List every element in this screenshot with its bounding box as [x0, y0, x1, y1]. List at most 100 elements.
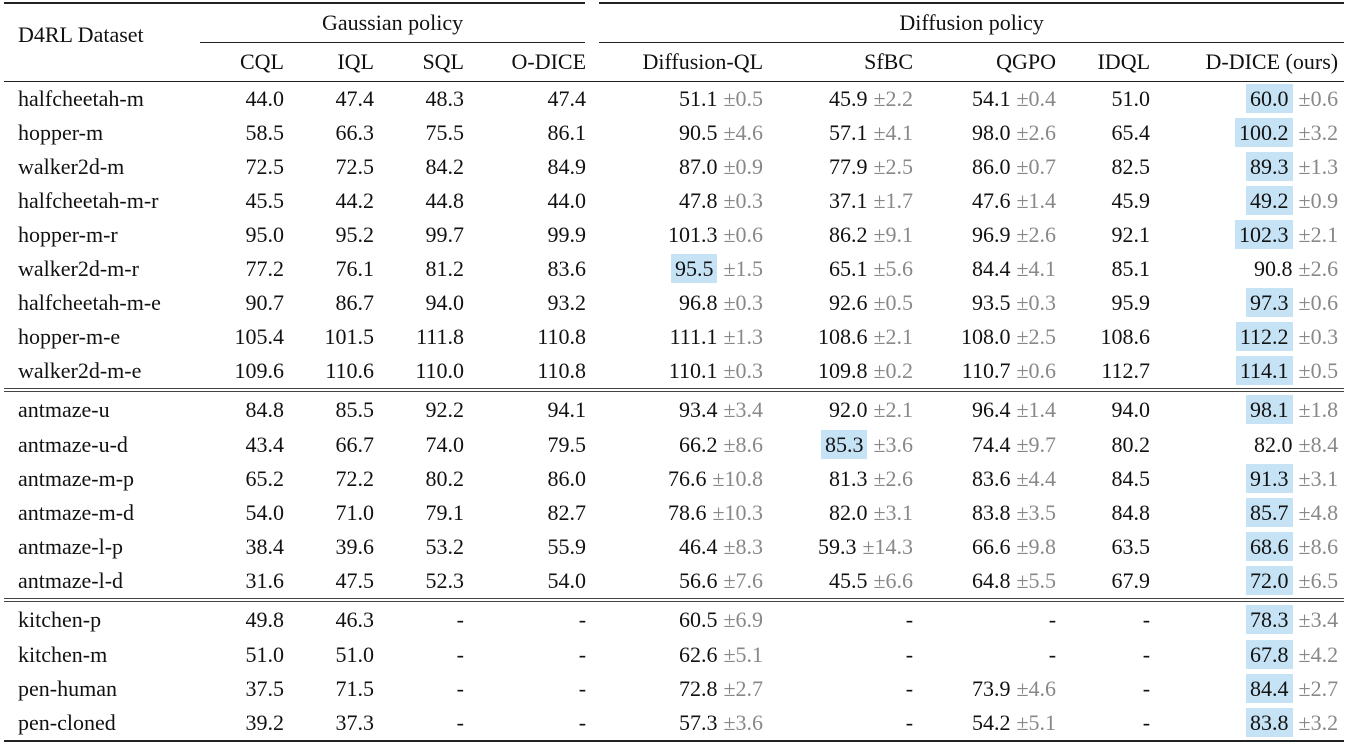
score-std: ±5.5: [1016, 568, 1057, 593]
score: 46.3: [290, 598, 380, 638]
score-mean: 84.4: [1246, 674, 1293, 703]
dataset-name: antmaze-m-d: [18, 500, 135, 525]
score-std: ±1.5: [723, 256, 764, 281]
score-mean: 72.0: [1246, 566, 1293, 595]
score-mean: 92.6: [828, 290, 868, 315]
score: 93.2: [547, 290, 587, 315]
score: -: [380, 598, 470, 638]
table-row: antmaze-l-d 31.6 47.5 52.3 54.0 56.6 ±7.6 45.5 ±…: [4, 564, 1344, 600]
score: 96.4 ±1.4: [919, 388, 1063, 428]
score-mean: 87.0: [678, 154, 718, 179]
score-std: ±2.1: [1298, 222, 1339, 247]
score-mean: 83.8: [971, 500, 1011, 525]
score-std: ±2.7: [1298, 676, 1339, 701]
score: 110.0: [415, 358, 464, 383]
score-std: ±2.1: [873, 397, 914, 422]
score-mean: 59.3: [817, 534, 857, 559]
score: 92.1: [1111, 222, 1151, 247]
score: 89.3 ±1.3: [1156, 150, 1344, 184]
score: 66.6 ±9.8: [919, 530, 1062, 564]
score: 78.3 ±3.4: [1156, 598, 1345, 638]
score-mean: 60.0: [1246, 84, 1293, 113]
score-std: ±0.4: [1016, 86, 1057, 111]
score: 99.9: [547, 222, 587, 247]
score: 94.0: [425, 290, 465, 315]
dataset-name: antmaze-m-p: [18, 466, 135, 491]
score: 51.0: [1111, 86, 1151, 111]
score: 45.9 ±2.2: [769, 82, 919, 117]
score-mean: 100.2: [1235, 118, 1293, 147]
table-row: kitchen-m 51.0 51.0- -62.6 ±5.1- - -67.8 ±4.2: [4, 638, 1344, 672]
score: -: [578, 642, 587, 667]
column-row: CQL IQL SQL O-DICE Diffusion-QL SfBC QGPO IDQL D…: [4, 42, 1345, 82]
score: 81.2: [425, 256, 465, 281]
score-std: ±4.1: [1016, 256, 1057, 281]
results-table: D4RL Dataset Gaussian policy Diffusion po…: [4, 2, 1345, 742]
score-std: ±14.3: [862, 534, 914, 559]
score: 72.2: [335, 466, 375, 491]
score-mean: 81.3: [828, 466, 868, 491]
column-header: QGPO: [919, 42, 1063, 82]
score: 86.0 ±0.7: [919, 150, 1062, 184]
score: 83.8 ±3.2: [1156, 706, 1344, 741]
score: 86.0: [547, 466, 587, 491]
dataset-name: kitchen-p: [4, 598, 200, 638]
score-mean: 64.8: [971, 568, 1011, 593]
score-mean: 110.1: [668, 358, 718, 383]
score-std: ±0.9: [1298, 188, 1339, 213]
score-std: ±0.9: [723, 154, 764, 179]
score: 37.1 ±1.7: [769, 184, 919, 218]
score-mean: 102.3: [1235, 220, 1293, 249]
score: 98.0 ±2.6: [919, 116, 1062, 150]
score: 93.5 ±0.3: [919, 286, 1062, 320]
score: 73.9 ±4.6: [919, 672, 1062, 706]
score: 100.2 ±3.2: [1156, 116, 1344, 150]
score: 77.2: [245, 256, 285, 281]
score-mean: 86.2: [828, 222, 868, 247]
score: 84.5: [1111, 466, 1151, 491]
score: 82.0 ±8.4: [1156, 428, 1344, 462]
score: 92.6 ±0.5: [769, 286, 919, 320]
score-std: ±5.1: [723, 642, 764, 667]
score: 76.6 ±10.8: [592, 462, 769, 496]
score-std: ±7.6: [723, 568, 764, 593]
score: 110.8: [537, 358, 587, 383]
score: 65.2: [245, 466, 285, 491]
score-std: ±8.4: [1298, 432, 1339, 457]
score: 110.8: [537, 324, 587, 349]
score: -: [919, 598, 1063, 638]
score: 51.0: [245, 642, 285, 667]
table-head: D4RL Dataset Gaussian policy Diffusion po…: [4, 3, 1345, 82]
score: 57.1 ±4.1: [769, 116, 919, 150]
column-header: IDQL: [1062, 42, 1157, 82]
score: 65.4: [1111, 120, 1151, 145]
score: 86.2 ±9.1: [769, 218, 919, 252]
score: 68.6 ±8.6: [1156, 530, 1344, 564]
score-mean: 90.5: [678, 120, 718, 145]
score-std: ±9.8: [1016, 534, 1057, 559]
score-mean: 45.9: [828, 86, 868, 111]
score: 47.8 ±0.3: [592, 184, 769, 218]
score-std: ±1.4: [1016, 188, 1057, 213]
score-mean: 77.9: [828, 154, 868, 179]
score-std: ±3.2: [1298, 120, 1339, 145]
score-std: ±0.5: [723, 86, 764, 111]
score: 65.1 ±5.6: [769, 252, 919, 286]
table-section: kitchen-p 49.8 46.3- -60.5 ±6.9- - -78.3 ±3.4 ki…: [4, 598, 1345, 741]
score-mean: 68.6: [1246, 532, 1293, 561]
dataset-name: kitchen-m: [18, 642, 108, 667]
score-mean: 51.1: [678, 86, 718, 111]
table-row: pen-human 37.5 71.5- -72.8 ±2.7-73.9 ±4.6-84.…: [4, 672, 1344, 706]
dataset-name: pen-cloned: [18, 710, 116, 735]
score-mean: 54.1: [971, 86, 1011, 111]
score-mean: 85.3: [820, 430, 868, 459]
score: 59.3 ±14.3: [769, 530, 919, 564]
score: 82.0 ±3.1: [769, 496, 919, 530]
score-std: ±6.5: [1298, 568, 1339, 593]
score: 85.1: [1111, 256, 1151, 281]
score: 52.3: [425, 568, 465, 593]
dataset-header: D4RL Dataset: [4, 3, 200, 82]
score-std: ±1.8: [1298, 397, 1339, 422]
score-std: ±3.1: [1298, 466, 1339, 491]
score: 51.0: [335, 642, 375, 667]
